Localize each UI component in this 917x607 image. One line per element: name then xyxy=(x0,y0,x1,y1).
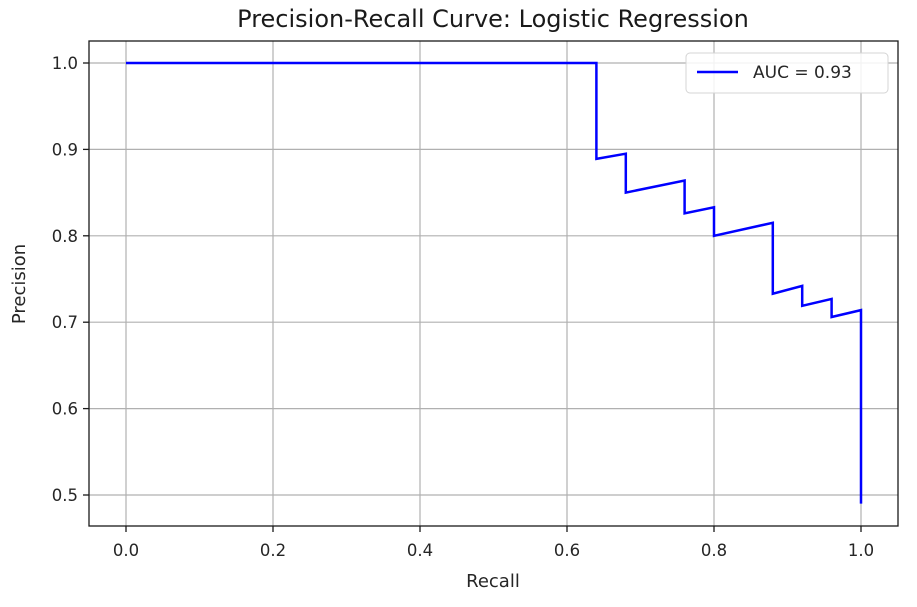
y-tick-label: 0.6 xyxy=(52,400,78,419)
series-line xyxy=(126,61,863,504)
x-tick-label: 0.4 xyxy=(407,541,433,560)
y-tick-label: 0.5 xyxy=(52,486,78,505)
y-axis-ticks: 0.5 0.6 0.7 0.8 0.9 1.0 xyxy=(52,54,89,505)
plot-frame xyxy=(88,40,899,527)
x-tick-label: 0.6 xyxy=(554,541,580,560)
legend-label: AUC = 0.93 xyxy=(753,63,852,83)
x-tick-label: 0.0 xyxy=(113,541,139,560)
y-tick-label: 0.9 xyxy=(52,140,78,159)
chart-title: Precision-Recall Curve: Logistic Regress… xyxy=(237,5,749,33)
legend-box xyxy=(685,52,889,94)
y-tick-label: 1.0 xyxy=(52,54,78,73)
x-tick-label: 0.2 xyxy=(260,541,286,560)
x-axis-label: Recall xyxy=(466,571,520,592)
x-tick-label: 1.0 xyxy=(848,541,874,560)
grid-lines xyxy=(89,41,898,526)
y-tick-label: 0.7 xyxy=(52,313,78,332)
y-axis-label: Precision xyxy=(9,244,30,324)
x-tick-label: 0.8 xyxy=(701,541,727,560)
y-tick-label: 0.8 xyxy=(52,227,78,246)
x-axis-ticks: 0.0 0.2 0.4 0.6 0.8 1.0 xyxy=(113,526,874,560)
legend: AUC = 0.93 xyxy=(685,52,889,94)
pr-curve-line xyxy=(126,61,863,504)
